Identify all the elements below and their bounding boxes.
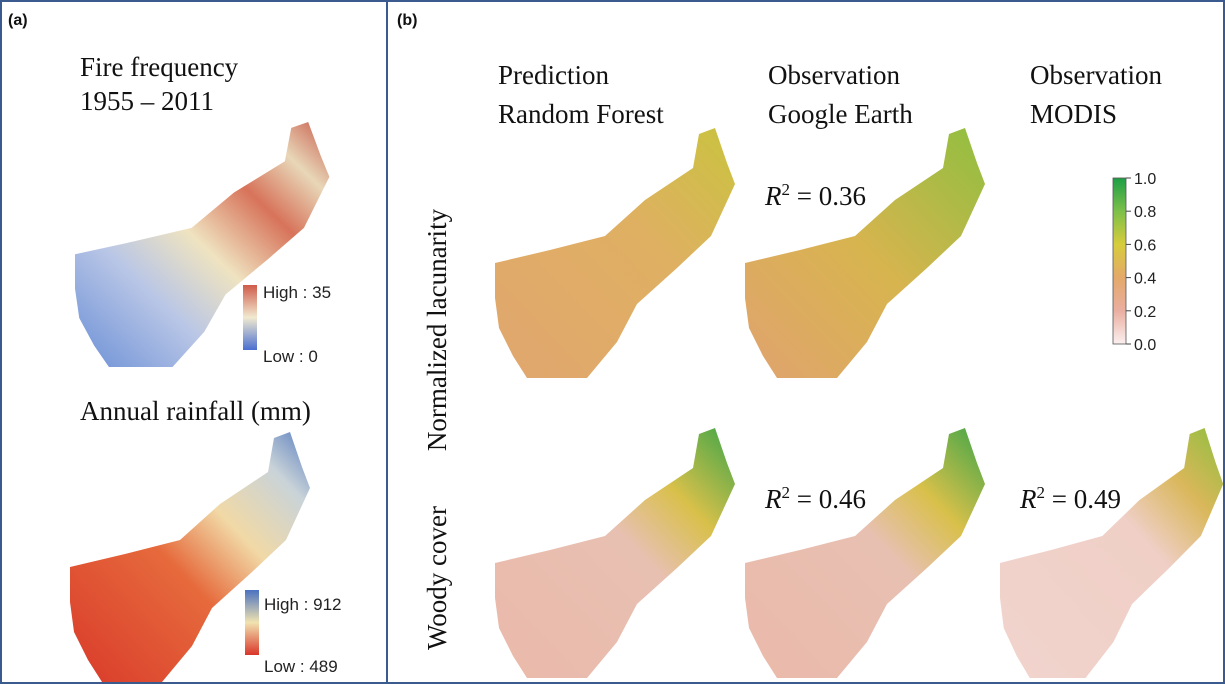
legend-low: Low : 0 [263, 347, 318, 366]
r-symbol: R [764, 484, 782, 514]
colorbar-tick-label: 1.0 [1134, 171, 1156, 188]
legend-ramp [245, 590, 259, 655]
r-value: = 0.36 [790, 181, 866, 211]
r-value: = 0.46 [790, 484, 866, 514]
colorbar-tick-label: 0.0 [1134, 337, 1156, 354]
map [745, 128, 985, 378]
legend-ramp [243, 285, 257, 350]
panel-label: (b) [397, 12, 417, 29]
column-title: Observation [1030, 60, 1162, 90]
r-sup: 2 [1037, 483, 1046, 502]
colorbar-ticks: 1.0 0.8 0.6 0.4 0.2 0.0 [1126, 171, 1156, 354]
row-label: Normalized lacunarity [422, 208, 452, 451]
r-squared: R2 = 0.36 [764, 180, 866, 211]
colorbar-tick-label: 0.4 [1134, 271, 1156, 288]
rainfall-map [70, 432, 310, 682]
map-title: 1955 – 2011 [80, 86, 214, 116]
colorbar [1113, 178, 1126, 344]
column-title: Random Forest [498, 99, 664, 129]
r-squared: R2 = 0.49 [1019, 483, 1121, 514]
legend-high: High : 912 [264, 595, 342, 614]
row-label: Woody cover [422, 506, 452, 650]
r-value: = 0.49 [1045, 484, 1121, 514]
column-title: Observation [768, 60, 900, 90]
map [495, 128, 735, 378]
legend-high: High : 35 [263, 283, 331, 302]
colorbar-tick-label: 0.8 [1134, 204, 1156, 221]
map-title: Fire frequency [80, 52, 239, 82]
figure: (a) Fire frequency 1955 – 2011 High : 35… [0, 0, 1225, 684]
column-title: Google Earth [768, 99, 913, 129]
fire-map [75, 122, 329, 367]
map [495, 428, 735, 678]
panel-label: (a) [8, 12, 28, 29]
colorbar-tick-label: 0.2 [1134, 304, 1156, 321]
map-title: Annual rainfall (mm) [80, 396, 311, 426]
column-title: MODIS [1030, 99, 1117, 129]
legend-low: Low : 489 [264, 657, 338, 676]
colorbar-tick-label: 0.6 [1134, 237, 1156, 254]
r-symbol: R [1019, 484, 1037, 514]
map [745, 428, 985, 678]
r-sup: 2 [782, 180, 791, 199]
column-title: Prediction [498, 60, 609, 90]
map [1000, 428, 1223, 678]
r-squared: R2 = 0.46 [764, 483, 866, 514]
r-sup: 2 [782, 483, 791, 502]
r-symbol: R [764, 181, 782, 211]
